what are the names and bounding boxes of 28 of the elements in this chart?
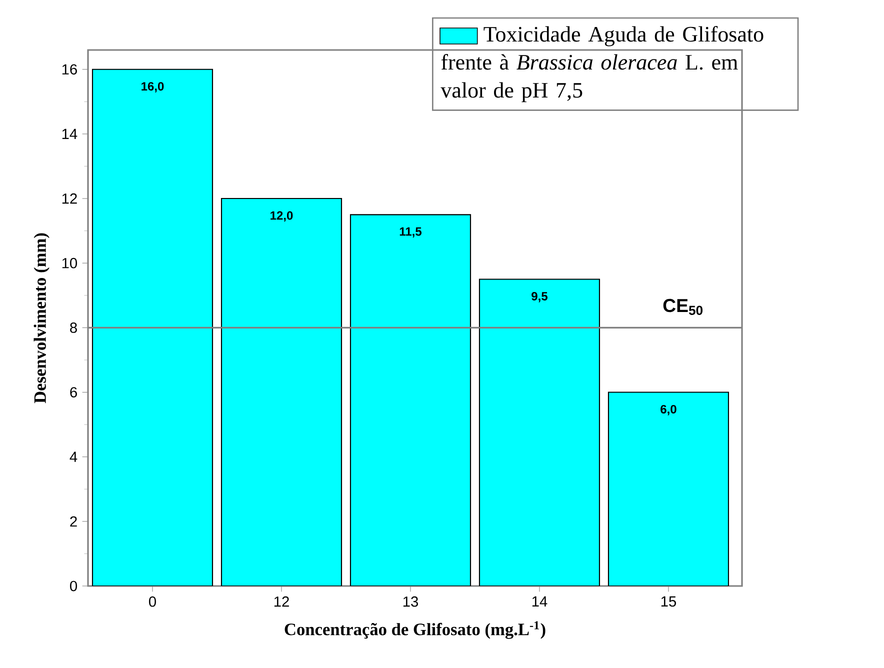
bar bbox=[92, 69, 212, 586]
x-tick-label: 0 bbox=[148, 596, 156, 607]
bar bbox=[350, 214, 470, 586]
ref-line-label: CE$_{50}$ bbox=[663, 298, 703, 315]
y-tick-label: 16 bbox=[62, 64, 77, 75]
x-axis-title: Concentração de Glifosato (mg.L$^{-1}$) bbox=[284, 621, 546, 639]
y-tick-label: 6 bbox=[70, 387, 77, 398]
y-tick-label: 10 bbox=[62, 258, 78, 268]
text: Toxicidade Aguda de Glifosato frente à Brassica oleracea L. em valor de pH 7,5 bbox=[440, 26, 764, 102]
x-tick-label: 15 bbox=[661, 596, 676, 607]
x-tick-label: 13 bbox=[403, 596, 418, 607]
data-label: 11,5 bbox=[400, 227, 422, 238]
x-tick-label: 12 bbox=[274, 596, 289, 607]
data-label: 9,5 bbox=[532, 292, 548, 302]
bar bbox=[608, 392, 730, 586]
data-label: 12,0 bbox=[270, 211, 293, 222]
y-tick-label: 4 bbox=[70, 452, 78, 462]
y-axis-title: Desenvolvimento (mm) bbox=[34, 233, 50, 404]
data-label: 6,0 bbox=[660, 404, 676, 416]
y-tick-label: 8 bbox=[70, 322, 77, 333]
bar bbox=[479, 279, 600, 586]
bar bbox=[221, 198, 342, 586]
y-tick-label: 14 bbox=[62, 128, 78, 139]
data-label: 16,0 bbox=[142, 82, 164, 92]
x-tick-label: 14 bbox=[532, 596, 548, 606]
y-tick-label: 12 bbox=[62, 193, 77, 204]
y-tick-label: 2 bbox=[70, 516, 77, 527]
y-tick-label: 0 bbox=[70, 580, 78, 592]
